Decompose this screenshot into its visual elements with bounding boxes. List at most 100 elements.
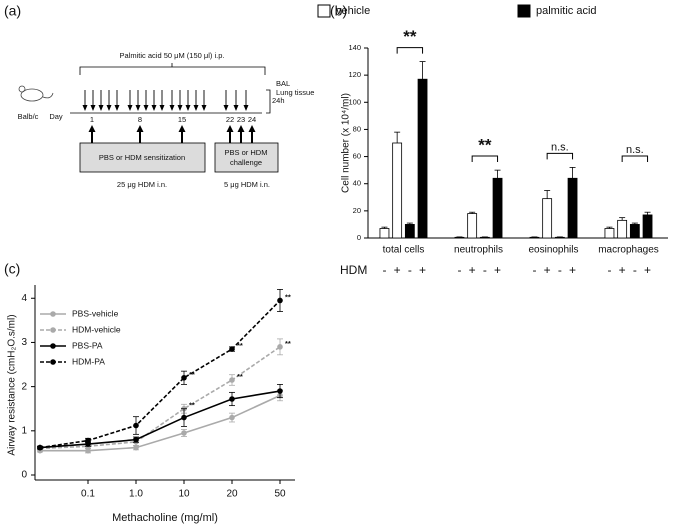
hdm-sign: - [607, 263, 611, 277]
y-tick-label: 0 [21, 470, 27, 481]
arrow-head [237, 125, 245, 132]
x-tick-label: total cells [383, 245, 425, 256]
x-tick-label: 20 [226, 489, 238, 500]
strain: Balb/c [18, 112, 39, 121]
day: 23 [237, 115, 245, 124]
marker [181, 430, 187, 436]
marker [85, 437, 91, 444]
interval-bracket [266, 89, 271, 114]
day-label: Day [49, 112, 63, 121]
day: 24 [248, 115, 256, 124]
bar [479, 236, 490, 239]
bar [617, 219, 628, 239]
bar [629, 224, 640, 239]
legend-marker [50, 359, 56, 365]
marker [229, 396, 235, 402]
legend-label: palmitic acid [536, 5, 597, 17]
arrow-head [114, 105, 120, 111]
arrow-head [201, 105, 207, 111]
y-tick-label: 140 [348, 43, 361, 52]
challenge-box [214, 142, 279, 173]
arrow-head [178, 125, 186, 132]
arrow-head [136, 125, 144, 132]
line [40, 394, 281, 452]
bar [454, 236, 465, 239]
y-tick-label: 60 [353, 152, 361, 161]
hdm-sign: + [494, 263, 501, 277]
hdm-sign: - [382, 263, 386, 277]
dose: 25 μg HDM i.n. [117, 180, 167, 189]
significance: ** [237, 372, 243, 381]
marker [85, 447, 91, 454]
arrow-head [243, 105, 249, 111]
marker [181, 374, 187, 381]
y-tick-label: 2 [21, 381, 27, 392]
legend-marker [50, 327, 56, 333]
x-tick-label: 1.0 [129, 489, 143, 500]
hdm-sign: + [569, 263, 576, 277]
hdm-sign: + [469, 263, 476, 277]
marker [133, 422, 139, 429]
hdm-sign: + [394, 263, 401, 277]
day: 8 [138, 115, 142, 124]
panel-label: (c) [4, 261, 20, 277]
box-text: challenge [230, 158, 262, 167]
bar [567, 177, 578, 239]
x-tick-label: 50 [274, 489, 286, 500]
hdm-sign: + [644, 263, 651, 277]
legend-swatch [317, 4, 331, 18]
legend-label: HDM-vehicle [72, 324, 121, 334]
y-tick-label: 80 [353, 124, 361, 133]
legend-label: PBS-PA [72, 340, 103, 350]
hdm-sign: - [633, 263, 637, 277]
significance: ** [237, 341, 243, 350]
arrow-head [159, 105, 165, 111]
marker [277, 388, 283, 394]
panel-label: (a) [4, 3, 21, 19]
hdm-sign: - [532, 263, 536, 277]
y-tick-label: 3 [21, 337, 27, 348]
marker [277, 344, 283, 350]
arrow-head [233, 105, 239, 111]
x-tick-label: neutrophils [454, 245, 503, 256]
x-tick-label: 10 [178, 489, 190, 500]
y-tick-label: 20 [353, 206, 361, 215]
bar [642, 214, 653, 239]
arrow-head [248, 125, 256, 132]
hdm-sign: + [419, 263, 426, 277]
y-tick-label: 0 [357, 233, 361, 242]
arrow-head [169, 105, 175, 111]
y-axis-label: Airway resistance (cmH₂O.s/ml) [7, 314, 18, 455]
interval: 24h [272, 96, 285, 105]
hdm-sign: - [408, 263, 412, 277]
arrow-head [90, 105, 96, 111]
y-axis-label: Cell number (x 10⁴/ml) [341, 93, 352, 193]
hdm-label: HDM [340, 263, 367, 277]
box-text: PBS or HDM [225, 148, 268, 157]
significance-bracket [471, 155, 499, 162]
bar [542, 198, 553, 239]
arrow-head [223, 105, 229, 111]
significance: ** [285, 292, 291, 301]
legend-marker [50, 343, 56, 349]
hdm-sign: - [483, 263, 487, 277]
day: 22 [226, 115, 234, 124]
day: 1 [90, 115, 94, 124]
significance-bracket [546, 152, 574, 160]
arrow-head [177, 105, 183, 111]
hdm-sign: - [457, 263, 461, 277]
x-tick-label: macrophages [598, 245, 659, 256]
bar [554, 236, 565, 239]
bar [492, 177, 503, 239]
marker [37, 444, 43, 451]
arrow-head [127, 105, 133, 111]
bar [529, 236, 540, 239]
hdm-sign: + [544, 263, 551, 277]
significance-bracket [396, 47, 424, 54]
sensitization-box [79, 142, 206, 173]
legend-label: vehicle [336, 5, 370, 17]
significance: n.s. [551, 141, 569, 153]
bar [404, 224, 415, 239]
marker [229, 414, 235, 421]
